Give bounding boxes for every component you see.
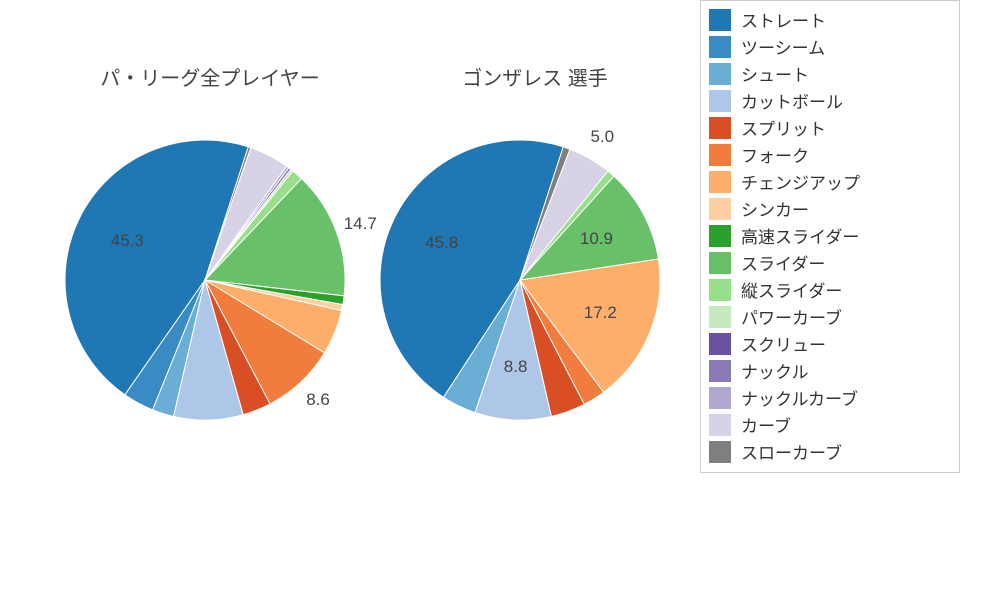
- legend-swatch: [709, 36, 731, 58]
- legend-item: シュート: [709, 61, 951, 86]
- legend-item: チェンジアップ: [709, 169, 951, 194]
- legend-swatch: [709, 90, 731, 112]
- legend-item: スプリット: [709, 115, 951, 140]
- legend-label: カーブ: [741, 412, 791, 437]
- legend-item: スライダー: [709, 250, 951, 275]
- legend-swatch: [709, 63, 731, 85]
- legend-swatch: [709, 225, 731, 247]
- legend-swatch: [709, 360, 731, 382]
- legend-label: ツーシーム: [741, 34, 825, 59]
- legend-swatch: [709, 9, 731, 31]
- legend-swatch: [709, 252, 731, 274]
- legend-label: フォーク: [741, 142, 809, 167]
- legend-item: 縦スライダー: [709, 277, 951, 302]
- legend-label: 高速スライダー: [741, 223, 859, 248]
- legend-label: スクリュー: [741, 331, 826, 356]
- legend-swatch: [709, 144, 731, 166]
- legend-swatch: [709, 441, 731, 463]
- legend-swatch: [709, 171, 731, 193]
- legend-item: カーブ: [709, 412, 951, 437]
- legend-label: チェンジアップ: [741, 169, 860, 194]
- legend-label: カットボール: [741, 88, 843, 113]
- legend-item: スローカーブ: [709, 439, 951, 464]
- legend-item: パワーカーブ: [709, 304, 951, 329]
- legend-swatch: [709, 198, 731, 220]
- legend-label: ストレート: [741, 7, 826, 32]
- pie-slice-label: 45.3: [111, 231, 144, 251]
- legend-swatch: [709, 414, 731, 436]
- legend-swatch: [709, 333, 731, 355]
- pie-slice-label: 5.0: [590, 127, 614, 147]
- legend-item: 高速スライダー: [709, 223, 951, 248]
- legend-label: スライダー: [741, 250, 825, 275]
- legend-label: ナックルカーブ: [741, 385, 858, 410]
- legend-item: ツーシーム: [709, 34, 951, 59]
- legend-item: カットボール: [709, 88, 951, 113]
- legend-label: シュート: [741, 61, 809, 86]
- pie-slice-label: 8.6: [306, 390, 330, 410]
- legend-item: スクリュー: [709, 331, 951, 356]
- legend-item: シンカー: [709, 196, 951, 221]
- legend-label: スプリット: [741, 115, 826, 140]
- legend-label: パワーカーブ: [741, 304, 842, 329]
- pie-slice-label: 45.8: [425, 233, 458, 253]
- legend-label: 縦スライダー: [741, 277, 842, 302]
- pie-slice-label: 8.8: [504, 357, 528, 377]
- chart-stage: パ・リーグ全プレイヤー 45.3 8.6 14.7 ゴンザレス 選手 45.8 8.8 17.…: [0, 0, 1000, 600]
- pie-slice-label: 14.7: [344, 214, 377, 234]
- legend-item: ストレート: [709, 7, 951, 32]
- legend: ストレートツーシームシュートカットボールスプリットフォークチェンジアップシンカー…: [700, 0, 960, 473]
- legend-label: スローカーブ: [741, 439, 842, 464]
- chart-title-league: パ・リーグ全プレイヤー: [60, 62, 360, 91]
- pie-slice-label: 10.9: [580, 229, 613, 249]
- legend-swatch: [709, 387, 731, 409]
- pie-slice-label: 17.2: [584, 303, 617, 323]
- pie-league: [63, 138, 347, 422]
- legend-item: ナックルカーブ: [709, 385, 951, 410]
- legend-item: ナックル: [709, 358, 951, 383]
- legend-swatch: [709, 117, 731, 139]
- pie-player: [378, 138, 662, 422]
- chart-title-player: ゴンザレス 選手: [385, 62, 685, 91]
- legend-swatch: [709, 279, 731, 301]
- legend-label: ナックル: [741, 358, 809, 383]
- legend-item: フォーク: [709, 142, 951, 167]
- legend-label: シンカー: [741, 196, 809, 221]
- legend-swatch: [709, 306, 731, 328]
